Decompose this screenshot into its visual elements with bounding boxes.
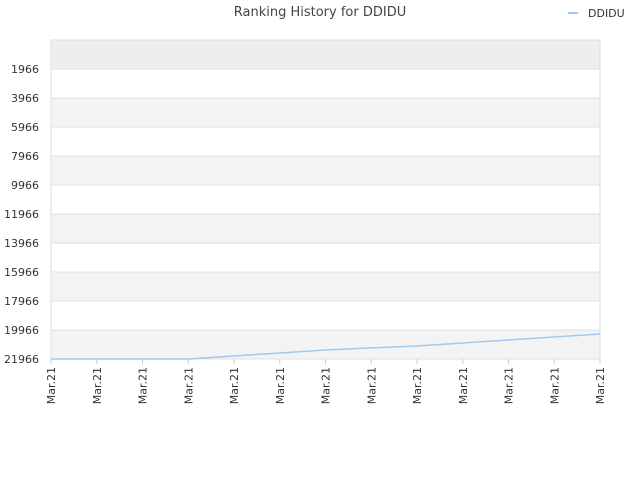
grid-band <box>51 127 600 156</box>
x-tick-label: Mar.21 <box>411 367 424 404</box>
x-tick-label: Mar.21 <box>274 367 287 404</box>
x-tick-label: Mar.21 <box>137 367 150 404</box>
grid-band <box>51 272 600 301</box>
x-tick-label: Mar.21 <box>182 367 195 404</box>
x-tick-label: Mar.21 <box>91 367 104 404</box>
x-tick-label: Mar.21 <box>228 367 241 404</box>
x-tick-label: Mar.21 <box>365 367 378 404</box>
y-tick-label: 19966 <box>4 324 39 337</box>
x-tick-label: Mar.21 <box>548 367 561 404</box>
grid-band <box>51 330 600 359</box>
x-tick-label: Mar.21 <box>457 367 470 404</box>
line <box>51 333 601 360</box>
y-tick-label: 9966 <box>11 179 39 192</box>
grid-band <box>51 301 600 330</box>
y-tick-label: 7966 <box>11 150 39 163</box>
chart-title: Ranking History for DDIDU <box>234 5 407 20</box>
grid-band <box>51 243 600 272</box>
legend-label: DDIDU <box>588 7 625 20</box>
y-tick-label: 11966 <box>4 208 39 221</box>
y-tick-label: 13966 <box>4 237 39 250</box>
y-tick-label: 15966 <box>4 266 39 279</box>
x-tick-label: Mar.21 <box>594 367 607 404</box>
x-tick-label: Mar.21 <box>320 367 333 404</box>
x-tick-label: Mar.21 <box>45 367 58 404</box>
grid-band <box>51 185 600 214</box>
y-tick-label: 3966 <box>11 92 39 105</box>
x-tick-label: Mar.21 <box>503 367 516 404</box>
y-tick-label: 1966 <box>11 63 39 76</box>
grid-band <box>51 98 600 127</box>
grid-band <box>51 69 600 98</box>
grid-band <box>51 40 600 69</box>
y-tick-label: 17966 <box>4 295 39 308</box>
y-tick-label: 21966 <box>4 353 39 366</box>
grid-band <box>51 214 600 243</box>
y-tick-label: 5966 <box>11 121 39 134</box>
grid-band <box>51 156 600 185</box>
